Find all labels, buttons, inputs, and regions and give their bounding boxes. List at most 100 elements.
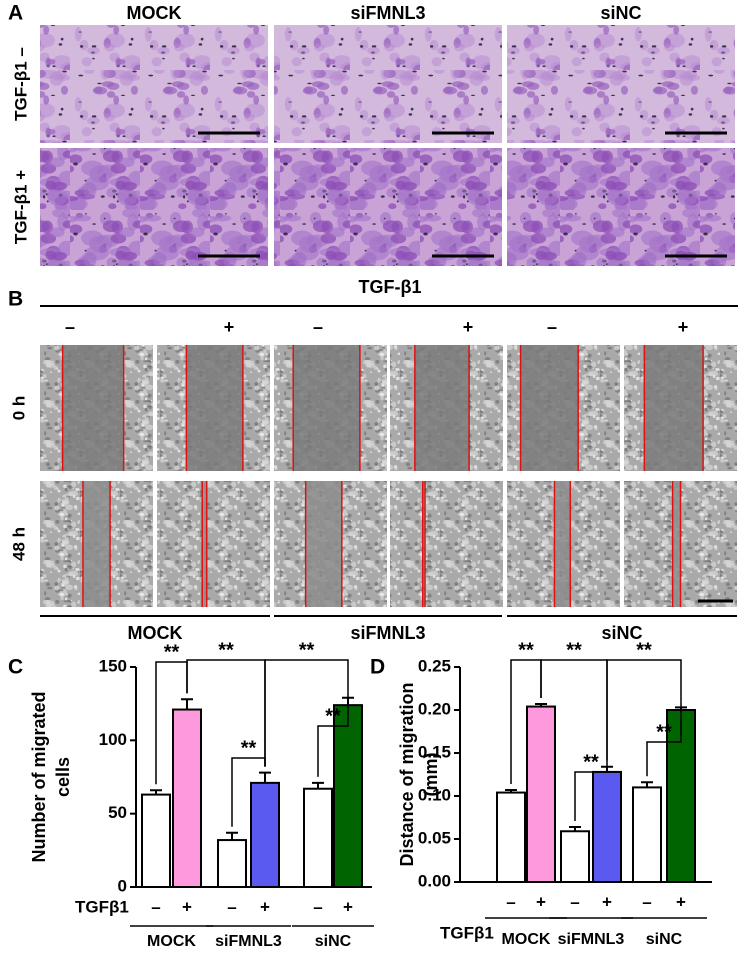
sign-label: – xyxy=(65,317,75,337)
bar xyxy=(526,705,556,883)
significance-label: ** xyxy=(325,705,341,727)
sign-label: + xyxy=(224,317,235,337)
x-tick-label: + xyxy=(536,892,546,911)
significance-bracket xyxy=(264,659,349,767)
significance-bracket xyxy=(574,760,608,821)
y-tick-label: 0.20 xyxy=(418,699,451,718)
y-axis-label: cells xyxy=(53,757,73,797)
group-label: siFMNL3 xyxy=(215,933,282,950)
micrograph xyxy=(40,25,268,143)
significance-bracket xyxy=(317,691,349,777)
x-tick-label: + xyxy=(676,892,686,911)
micrograph xyxy=(40,148,268,266)
wound-gap xyxy=(422,481,426,607)
column-header: siFMNL3 xyxy=(350,3,425,23)
y-tick-label: 100 xyxy=(99,730,127,749)
group-label: siNC xyxy=(646,931,683,948)
y-axis-label: Distance of migration xyxy=(397,682,417,866)
error-bar xyxy=(641,781,653,788)
y-tick-label: 0.05 xyxy=(418,828,451,847)
micrograph xyxy=(157,481,270,607)
row-label: TGF-β1 + xyxy=(11,170,30,244)
sign-label: + xyxy=(678,317,689,337)
micrograph xyxy=(390,481,503,607)
significance-label: ** xyxy=(636,639,652,661)
bar xyxy=(632,786,662,884)
significance-label: ** xyxy=(583,751,599,773)
y-tick-label: 0.15 xyxy=(418,742,451,761)
x-tick-label: + xyxy=(182,897,192,916)
y-tick-label: 0.25 xyxy=(418,656,451,675)
significance-bracket xyxy=(646,701,682,777)
error-bar xyxy=(505,788,517,793)
wound-gap xyxy=(186,345,243,471)
wound-gap xyxy=(202,481,207,607)
row-label: TGFβ1 xyxy=(440,923,494,942)
wound-gap xyxy=(82,481,111,607)
error-bar xyxy=(259,771,271,783)
panel-label: C xyxy=(8,656,23,679)
sign-label: + xyxy=(463,317,474,337)
y-tick-label: 0.00 xyxy=(418,871,451,890)
micrograph xyxy=(507,25,735,143)
significance-bracket xyxy=(231,757,266,827)
x-tick-label: + xyxy=(602,892,612,911)
bar xyxy=(333,704,363,889)
significance-label: ** xyxy=(218,639,234,661)
bar xyxy=(560,830,590,884)
wound-gap xyxy=(414,345,470,471)
sign-label: – xyxy=(547,317,557,337)
group-label: MOCK xyxy=(128,623,183,643)
sign-label: – xyxy=(313,317,323,337)
bar xyxy=(250,781,280,888)
column-header: MOCK xyxy=(127,3,182,23)
x-tick-label: – xyxy=(151,897,160,916)
y-tick-label: 50 xyxy=(108,803,127,822)
panel-label: A xyxy=(8,2,23,25)
error-bar xyxy=(150,789,162,795)
bar xyxy=(217,839,247,888)
x-tick-label: – xyxy=(227,897,236,916)
group-label: MOCK xyxy=(502,931,551,948)
significance-label: ** xyxy=(566,639,582,661)
x-tick-label: + xyxy=(343,897,353,916)
micrograph xyxy=(507,148,735,266)
error-bar xyxy=(535,702,547,707)
panel-label: D xyxy=(370,656,385,679)
x-tick-label: – xyxy=(506,892,515,911)
micrograph xyxy=(274,148,502,266)
y-tick-label: 0 xyxy=(118,876,127,895)
bar xyxy=(141,793,171,888)
treatment-label: TGF-β1 xyxy=(359,277,422,297)
significance-label: ** xyxy=(299,639,315,661)
significance-label: ** xyxy=(518,639,534,661)
row-label: 0 h xyxy=(9,396,28,421)
group-label: siFMNL3 xyxy=(350,623,425,643)
wound-gap xyxy=(520,345,579,471)
bar xyxy=(172,708,202,888)
x-tick-label: – xyxy=(642,892,651,911)
wound-gap xyxy=(554,481,571,607)
column-header: siNC xyxy=(600,3,641,23)
error-bar xyxy=(569,825,581,832)
row-label: TGF-β1 – xyxy=(11,47,30,121)
x-tick-label: + xyxy=(260,897,270,916)
wound-gap xyxy=(62,345,124,471)
wound-gap xyxy=(293,345,360,471)
error-bar xyxy=(181,698,193,710)
wound-gap xyxy=(305,481,342,607)
x-tick-label: – xyxy=(570,892,579,911)
error-bar xyxy=(312,781,324,789)
y-axis-label: Number of migrated xyxy=(29,691,49,862)
group-label: siNC xyxy=(315,933,352,950)
y-tick-label: 0.10 xyxy=(418,785,451,804)
error-bar xyxy=(226,831,238,841)
x-tick-label: – xyxy=(313,897,322,916)
bar xyxy=(303,787,333,889)
group-label: siNC xyxy=(601,623,642,643)
bar xyxy=(592,770,622,883)
bar xyxy=(496,791,526,883)
group-label: MOCK xyxy=(147,933,196,950)
micrograph xyxy=(274,25,502,143)
